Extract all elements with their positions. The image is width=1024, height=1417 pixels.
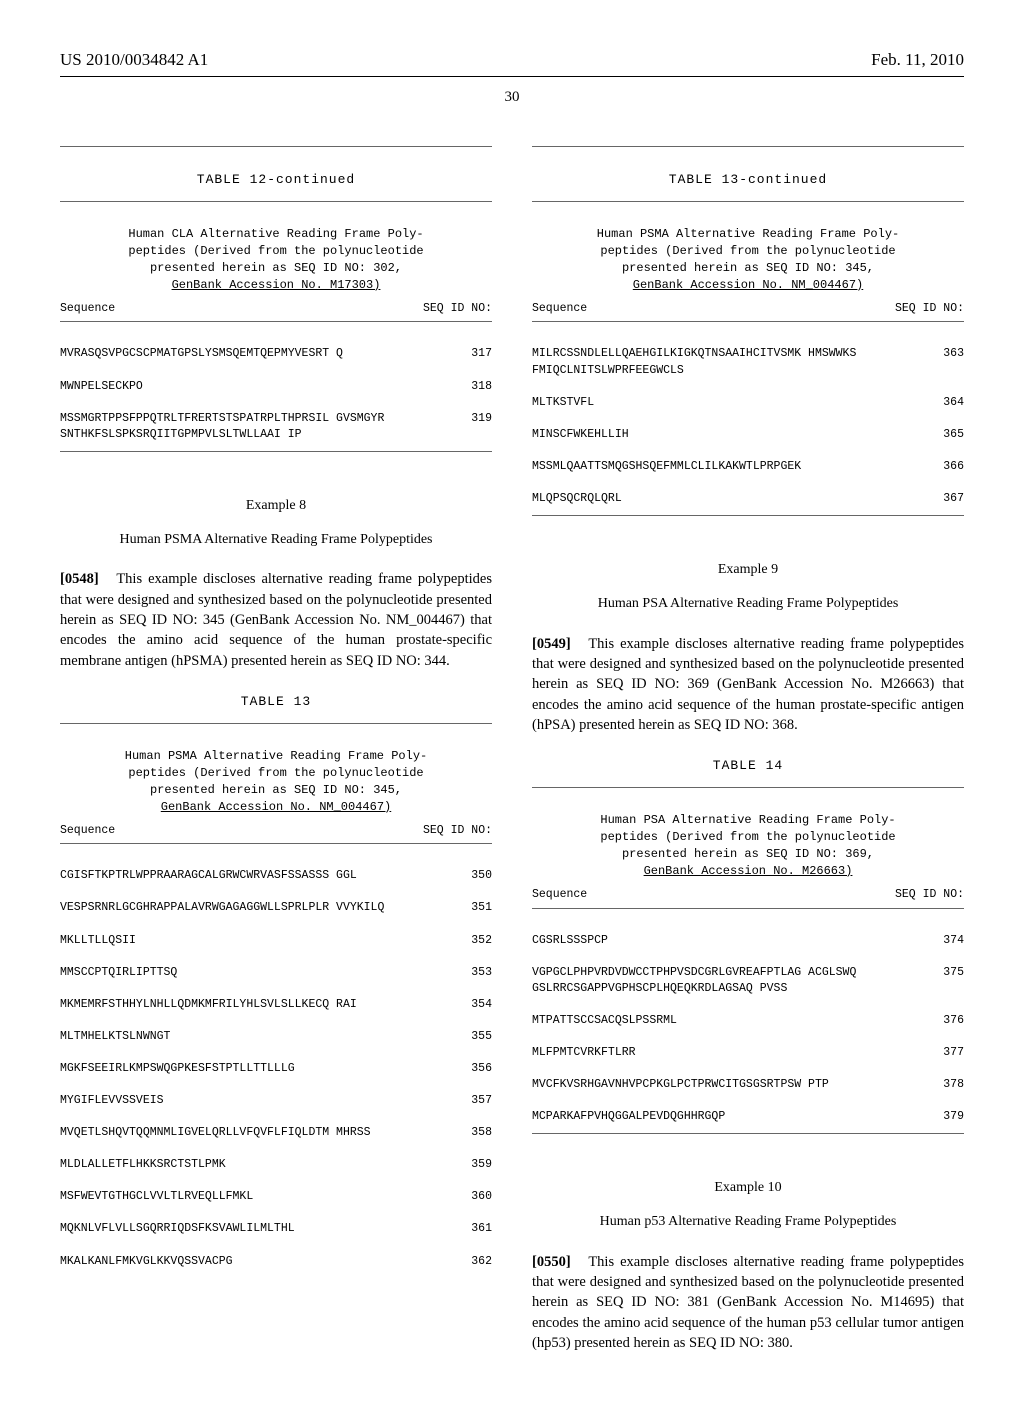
col-sequence: Sequence [532,297,869,322]
table-row: MMSCCPTQIRLIPTTSQ353 [60,957,492,989]
table-row: MYGIFLEVVSSVEIS357 [60,1085,492,1117]
right-column: TABLE 13-continued Human PSMA Alternativ… [532,146,964,1367]
page-number: 30 [60,89,964,106]
table-row: MKLLTLLQSII352 [60,925,492,957]
table-row: MSSMLQAATTSMQGSHSQEFMMLCLILKAKWTLPRPGEK3… [532,451,964,483]
table-row: MTPATTSCCSACQSLPSSRML376 [532,1005,964,1037]
example-heading: Example 9 [532,562,964,578]
table-row: MSFWEVTGTHGCLVVLTLRVEQLLFMKL360 [60,1181,492,1213]
col-sequence: Sequence [532,883,869,908]
para-number: [0549] [532,636,571,652]
col-seqid: SEQ ID NO: [869,297,964,322]
table-row: MQKNLVFLVLLSGQRRIQDSFKSVAWLILMLTHL361 [60,1213,492,1245]
table-caption: TABLE 12-continued [60,171,492,189]
body-paragraph: [0548] This example discloses alternativ… [60,569,492,670]
table-12-continued: TABLE 12-continued Human CLA Alternative… [60,146,492,468]
table-rows: CGSRLSSSPCP374 VGPGCLPHPVRDVDWCCTPHPVSDC… [532,925,964,1134]
table-row: MINSCFWKEHLLIH365 [532,419,964,451]
col-seqid: SEQ ID NO: [397,297,492,322]
body-paragraph: [0550] This example discloses alternativ… [532,1252,964,1353]
pub-number: US 2010/0034842 A1 [60,50,208,70]
col-sequence: Sequence [60,297,397,322]
page-header: US 2010/0034842 A1 Feb. 11, 2010 [60,50,964,70]
left-column: TABLE 12-continued Human CLA Alternative… [60,146,492,1367]
example-heading: Example 8 [60,498,492,514]
table-caption: TABLE 13 [60,693,492,711]
table-13: TABLE 13 Human PSMA Alternative Reading … [60,685,492,1278]
table-row: MLTMHELKTSLNWNGT355 [60,1021,492,1053]
table-subtitle: Human PSA Alternative Reading Frame Poly… [532,812,964,879]
table-rows: MVRASQSVPGCSCPMATGPSLYSMSQEMTQEPMYVESRT … [60,338,492,451]
table-row: VESPSRNRLGCGHRAPPALAVRWGAGAGGWLLSPRLPLR … [60,892,492,924]
example-heading: Example 10 [532,1180,964,1196]
table-13-continued: TABLE 13-continued Human PSMA Alternativ… [532,146,964,532]
header-rule [60,76,964,77]
table-caption: TABLE 14 [532,757,964,775]
table-caption: TABLE 13-continued [532,171,964,189]
example-title: Human p53 Alternative Reading Frame Poly… [562,1212,934,1232]
table-subtitle: Human PSMA Alternative Reading Frame Pol… [60,748,492,815]
col-seqid: SEQ ID NO: [869,883,964,908]
table-rows: MILRCSSNDLELLQAEHGILKIGKQTNSAAIHCITVSMK … [532,338,964,515]
table-rows: CGISFTKPTRLWPPRAARAGCALGRWCWRVASFSSASSS … [60,860,492,1277]
para-number: [0550] [532,1254,571,1270]
pub-date: Feb. 11, 2010 [871,50,964,70]
table-subtitle: Human CLA Alternative Reading Frame Poly… [60,226,492,293]
table-row: MLDLALLETFLHKKSRCTSTLPMK359 [60,1149,492,1181]
two-column-layout: TABLE 12-continued Human CLA Alternative… [60,146,964,1367]
table-row: CGSRLSSSPCP374 [532,925,964,957]
table-row: MCPARKAFPVHQGGALPEVDQGHHRGQP379 [532,1101,964,1134]
table-row: MKMEMRFSTHHYLNHLLQDMKMFRILYHLSVLSLLKECQ … [60,989,492,1021]
table-row: MKALKANLFMKVGLKKVQSSVACPG362 [60,1246,492,1278]
example-title: Human PSA Alternative Reading Frame Poly… [562,594,934,614]
col-seqid: SEQ ID NO: [397,819,492,844]
table-row: MSSMGRTPPSFPPQTRLTFRERTSTSPATRPLTHPRSIL … [60,403,492,452]
table-row: VGPGCLPHPVRDVDWCCTPHPVSDCGRLGVREAFPTLAG … [532,957,964,1005]
table-row: MVCFKVSRHGAVNHVPCPKGLPCTPRWCITGSGSRTPSW … [532,1069,964,1101]
col-sequence: Sequence [60,819,397,844]
table-row: MLTKSTVFL364 [532,387,964,419]
table-row: CGISFTKPTRLWPPRAARAGCALGRWCWRVASFSSASSS … [60,860,492,892]
table-row: MLQPSQCRQLQRL367 [532,483,964,516]
body-paragraph: [0549] This example discloses alternativ… [532,634,964,735]
table-row: MWNPELSECKPO318 [60,371,492,403]
table-row: MGKFSEEIRLKMPSWQGPKESFSTPTLLTTLLLG356 [60,1053,492,1085]
table-row: MVRASQSVPGCSCPMATGPSLYSMSQEMTQEPMYVESRT … [60,338,492,370]
table-subtitle: Human PSMA Alternative Reading Frame Pol… [532,226,964,293]
table-row: MVQETLSHQVTQQMNMLIGVELQRLLVFQVFLFIQLDTM … [60,1117,492,1149]
table-row: MLFPMTCVRKFTLRR377 [532,1037,964,1069]
table-14: TABLE 14 Human PSA Alternative Reading F… [532,749,964,1150]
table-row: MILRCSSNDLELLQAEHGILKIGKQTNSAAIHCITVSMK … [532,338,964,386]
example-title: Human PSMA Alternative Reading Frame Pol… [90,530,462,550]
para-number: [0548] [60,571,99,587]
